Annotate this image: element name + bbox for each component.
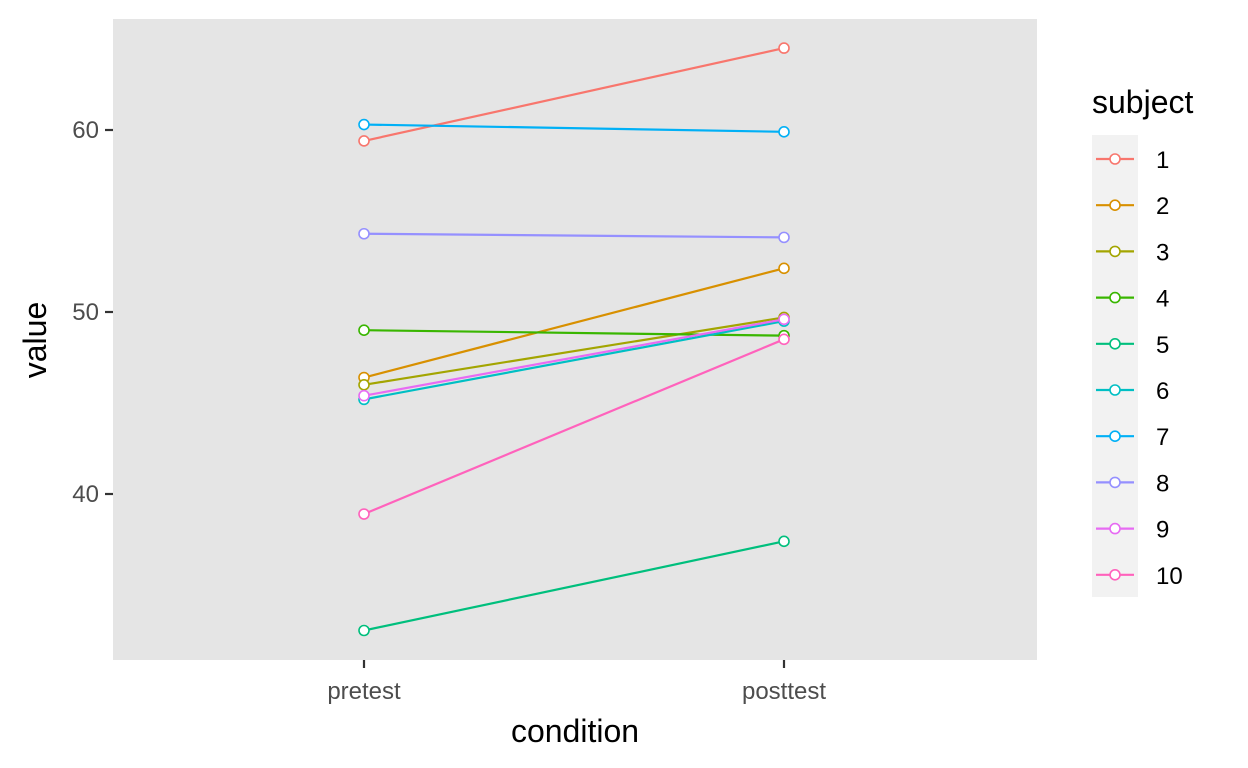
series-8 xyxy=(358,227,790,244)
series-7 xyxy=(358,118,790,138)
series-line xyxy=(363,318,785,397)
x-axis-title: condition xyxy=(511,713,639,749)
legend-item: 5 xyxy=(1096,332,1169,359)
series-9 xyxy=(358,313,790,402)
legend-label: 4 xyxy=(1156,286,1169,313)
legend-label: 10 xyxy=(1156,563,1183,590)
series-layer xyxy=(358,42,790,637)
legend-item: 9 xyxy=(1096,517,1169,544)
legend-key-point xyxy=(1109,291,1121,304)
legend-label: 7 xyxy=(1156,424,1169,451)
legend-key-point xyxy=(1109,476,1121,489)
legend-items: 1 2 3 4 5 6 7 8 9 10 xyxy=(1096,147,1183,590)
data-point xyxy=(358,135,370,147)
x-tick-label: posttest xyxy=(742,678,826,705)
data-point xyxy=(778,333,790,346)
legend-key-point xyxy=(1109,522,1121,535)
legend: subject 1 2 3 4 5 6 7 8 9 10 xyxy=(1092,84,1194,597)
series-line xyxy=(363,316,785,386)
legend-key-point xyxy=(1109,337,1121,350)
series-line xyxy=(363,540,785,632)
data-point xyxy=(358,508,370,520)
data-point xyxy=(358,118,370,131)
data-point xyxy=(358,624,370,637)
series-line xyxy=(363,267,785,379)
x-axis: pretest posttest xyxy=(327,660,826,705)
data-point xyxy=(358,378,370,391)
data-point xyxy=(358,389,370,402)
legend-item: 2 xyxy=(1096,193,1169,220)
series-line xyxy=(363,338,785,516)
legend-item: 10 xyxy=(1096,563,1183,590)
plot-panel xyxy=(113,19,1037,660)
series-2 xyxy=(358,262,790,384)
legend-key-point xyxy=(1109,384,1121,396)
legend-item: 7 xyxy=(1096,424,1169,451)
data-point xyxy=(778,535,790,548)
y-tick-label: 50 xyxy=(72,299,99,326)
legend-label: 6 xyxy=(1156,378,1169,405)
data-point xyxy=(358,227,370,240)
legend-title: subject xyxy=(1092,84,1194,120)
legend-key-point xyxy=(1109,199,1121,211)
legend-item: 6 xyxy=(1096,378,1169,405)
legend-key-background xyxy=(1092,135,1138,597)
series-line xyxy=(363,232,785,239)
data-point xyxy=(778,231,790,244)
y-tick-label: 40 xyxy=(72,481,99,508)
legend-key-point xyxy=(1109,153,1121,165)
data-point xyxy=(778,126,790,138)
y-tick-label: 60 xyxy=(72,117,99,144)
legend-item: 8 xyxy=(1096,470,1169,497)
x-tick-label: pretest xyxy=(327,678,401,705)
y-axis: 40 50 60 xyxy=(72,117,113,508)
series-line xyxy=(363,123,785,133)
series-line xyxy=(363,320,785,401)
legend-label: 3 xyxy=(1156,239,1169,266)
legend-item: 4 xyxy=(1096,286,1169,313)
data-point xyxy=(778,42,790,54)
legend-item: 1 xyxy=(1096,147,1169,174)
legend-label: 2 xyxy=(1156,193,1169,220)
data-point xyxy=(778,313,790,326)
y-axis-title: value xyxy=(17,302,53,379)
series-10 xyxy=(358,333,790,520)
legend-label: 9 xyxy=(1156,517,1169,544)
legend-item: 3 xyxy=(1096,239,1169,266)
legend-label: 1 xyxy=(1156,147,1169,174)
data-point xyxy=(778,262,790,275)
series-5 xyxy=(358,535,790,637)
legend-key-point xyxy=(1109,568,1121,581)
legend-label: 8 xyxy=(1156,470,1169,497)
legend-key-point xyxy=(1109,245,1121,258)
legend-key-point xyxy=(1109,430,1121,443)
data-point xyxy=(358,324,370,337)
legend-label: 5 xyxy=(1156,332,1169,359)
